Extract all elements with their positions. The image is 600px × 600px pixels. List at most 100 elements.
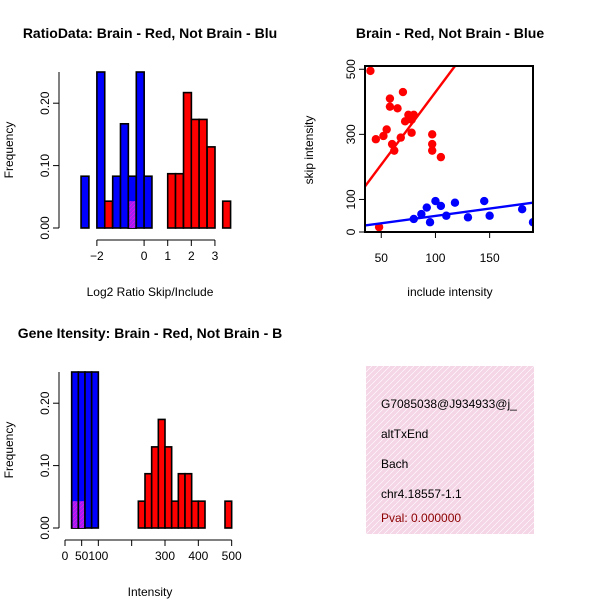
scatter-fit-line-red	[365, 66, 456, 188]
scatter-point-red-16	[428, 130, 437, 139]
ratio-bar-red-3	[174, 172, 185, 229]
scatter-point-red-14	[407, 128, 416, 137]
scatter-y-tick-label: 0	[344, 228, 358, 235]
ratio-bar-red-6	[198, 118, 208, 229]
event-type: altTxEnd	[381, 427, 428, 441]
scatter-point-red-18	[428, 146, 437, 155]
scatter-point-blue-5	[436, 201, 446, 211]
gene-x-tick-label: 300	[155, 549, 175, 563]
gene-y-tick-label: 0.10	[38, 454, 52, 478]
scatter-point-red-7	[390, 146, 399, 155]
tissue: Bach	[381, 457, 408, 471]
scatter-point-red-10	[398, 87, 408, 97]
gene: chr4.18557-1.1	[381, 487, 462, 501]
scatter-point-red-0	[366, 66, 375, 76]
scatter-y-tick-label: 100	[344, 189, 358, 209]
scatter-point-blue-10	[485, 211, 494, 220]
scatter-point-red-5	[385, 94, 395, 103]
ratio-bar-blue-3	[119, 122, 130, 229]
ratio-x-tick-label: 3	[212, 249, 219, 263]
gene-y-tick-label: 0.00	[38, 516, 52, 540]
gene-intensity-ylabel: Frequency	[2, 422, 16, 479]
scatter-point-red-6	[387, 139, 397, 149]
scatter-point-blue-8	[463, 213, 473, 222]
scatter-point-blue-3	[425, 218, 435, 227]
gene-bar-red-9	[184, 472, 193, 529]
ratio-x-tick-label: −2	[90, 249, 104, 263]
scatter-point-blue-0	[409, 214, 418, 224]
event-id: G7085038@J934933@j_	[381, 397, 517, 411]
scatter-point-red-19	[436, 152, 446, 162]
intensity-scatter-title: Brain - Red, Not Brain - Blue	[356, 25, 544, 41]
gene-bar-red-12	[224, 500, 233, 529]
scatter-frame	[364, 65, 534, 233]
gene-bar-red-5	[157, 418, 166, 529]
intensity-scatter-ylabel: skip intensity	[302, 116, 316, 185]
info-box-background	[366, 366, 534, 534]
ratio-x-tick-label: 1	[164, 249, 171, 263]
scatter-point-blue-12	[528, 218, 533, 227]
ratio-bar-blue-2	[111, 175, 122, 229]
gene-bar-red-11	[197, 500, 206, 529]
intensity-scatter-xlabel: include intensity	[407, 285, 492, 299]
scatter-plot-area	[365, 66, 533, 232]
ratio-y-tick-label: 0.10	[38, 154, 52, 178]
gene-bar-blue-2	[84, 371, 93, 529]
ratio-bar-blue-6	[143, 175, 153, 229]
gene-bar-red-4	[150, 446, 160, 529]
gene-intensity-bars	[70, 371, 233, 529]
ratio-histogram-ylabel: Frequency	[2, 122, 16, 179]
gene-bar-red-7	[170, 500, 180, 529]
ratio-bar-red-0	[103, 200, 114, 229]
info-box: G7085038@J934933@j_ altTxEnd Bach chr4.1…	[366, 366, 534, 534]
gene-intensity-axes: 0 50 100 300 400 500 0.00 0.10 0.20	[38, 372, 242, 563]
pval: Pval: 0.000000	[381, 511, 461, 525]
ratio-y-tick-label: 0.20	[38, 91, 52, 115]
scatter-point-red-3	[382, 125, 391, 134]
scatter-point-red-15	[409, 110, 418, 120]
gene-bar-red-8	[177, 472, 186, 529]
ratio-overlap-bar-0	[129, 201, 136, 228]
gene-bar-red-2	[137, 500, 146, 529]
ratio-histogram-axes: −2 0 1 2 3 0.00 0.10 0.20	[38, 72, 219, 263]
gene-x-tick-label: 500	[222, 549, 242, 563]
gene-bar-red-3	[144, 472, 153, 529]
scatter-point-blue-2	[422, 203, 431, 212]
ratio-y-tick-label: 0.00	[38, 216, 52, 240]
scatter-point-red-9	[396, 133, 405, 142]
gene-y-tick-label: 0.20	[38, 391, 52, 415]
intensity-scatter-axes: 50 100 150 0 100 300 500	[344, 59, 534, 265]
scatter-x-tick-label: 50	[375, 251, 389, 265]
ratio-bar-blue-5	[135, 71, 145, 229]
gene-x-tick-label: 0	[62, 549, 69, 563]
ratio-bar-red-2	[166, 172, 177, 229]
ratio-histogram-xlabel: Log2 Ratio Skip/Include	[87, 285, 214, 299]
gene-x-tick-label: 100	[88, 549, 108, 563]
scatter-point-blue-6	[442, 211, 451, 220]
gene-intensity-title: Gene Itensity: Brain - Red, Not Brain - …	[18, 325, 282, 341]
scatter-point-blue-1	[417, 209, 426, 219]
gene-overlap-bar-0	[72, 501, 78, 528]
ratio-bar-blue-1	[96, 71, 106, 229]
ratio-bar-red-8	[221, 200, 232, 229]
scatter-point-red-8	[393, 104, 402, 113]
ratio-bar-red-7	[206, 146, 216, 229]
gene-intensity-xlabel: Intensity	[128, 585, 173, 599]
scatter-y-tick-label: 300	[344, 124, 358, 144]
gene-overlap-bar-1	[79, 501, 84, 528]
ratio-bar-red-5	[190, 118, 200, 229]
scatter-point-blue-11	[517, 205, 527, 214]
ratio-bar-blue-0	[80, 175, 90, 229]
gene-x-tick-label: 400	[188, 549, 208, 563]
scatter-point-red-11	[400, 117, 410, 126]
gene-bar-red-6	[164, 446, 173, 529]
scatter-x-tick-label: 100	[425, 251, 445, 265]
scatter-point-red-2	[379, 131, 388, 141]
scatter-point-red-4	[385, 102, 395, 111]
scatter-x-tick-label: 150	[480, 251, 500, 265]
scatter-point-red-1	[371, 135, 381, 144]
scatter-point-blue-9	[480, 196, 489, 206]
scatter-point-blue-4	[431, 196, 440, 206]
scatter-point-red-17	[428, 139, 437, 149]
